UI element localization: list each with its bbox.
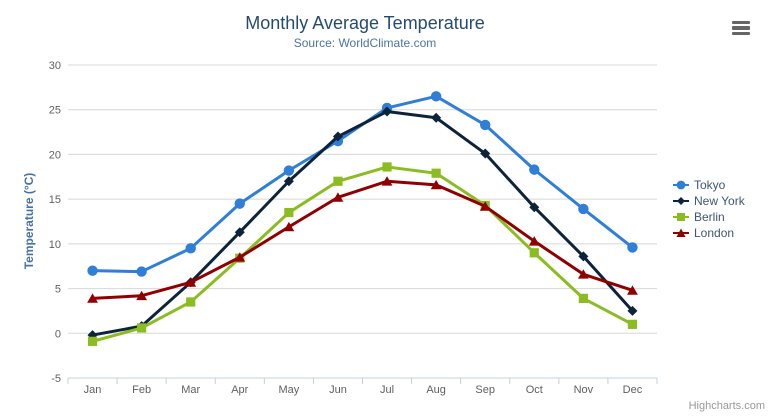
x-axis-label: Jul [380,384,394,396]
legend-label: Berlin [694,210,725,224]
data-point-marker[interactable] [627,285,638,295]
legend: Tokyo New York Berlin London [673,177,745,241]
legend-label: New York [694,194,745,208]
data-point-marker[interactable] [529,248,539,258]
y-axis-label: 0 [55,328,61,340]
data-point-marker[interactable] [480,148,491,159]
y-axis-label: 30 [49,60,61,72]
x-axis-label: Oct [526,384,543,396]
data-point-marker[interactable] [479,201,491,211]
data-point-marker[interactable] [529,164,540,175]
data-point-marker[interactable] [431,168,441,178]
london-triangle-legend-icon [673,228,689,237]
data-point-marker[interactable] [578,251,589,262]
data-point-marker[interactable] [577,269,589,279]
data-point-marker[interactable] [136,290,148,301]
legend-label: London [694,226,735,240]
series-line-berlin[interactable] [91,165,634,343]
y-axis-label: 10 [49,239,61,251]
data-point-marker[interactable] [627,242,638,253]
tokyo-circle-legend-icon [673,180,689,190]
hamburger-menu-icon [732,26,750,30]
y-axis-label: 20 [49,149,61,161]
data-point-marker[interactable] [87,336,98,346]
data-point-marker[interactable] [87,265,98,276]
data-point-marker[interactable] [332,131,343,142]
berlin-square-legend-icon [673,213,689,221]
square-marker-icon [677,213,685,221]
x-axis-label: Mar [181,384,200,396]
y-axis-label: 5 [55,284,61,296]
data-point-marker[interactable] [430,179,442,190]
legend-item-tokyo[interactable]: Tokyo [673,177,745,193]
triangle-marker-icon [676,228,686,237]
data-point-marker[interactable] [186,297,196,307]
data-point-marker[interactable] [528,236,540,246]
chart-subtitle: Source: WorldClimate.com [293,36,437,50]
data-point-marker[interactable] [480,119,491,131]
x-axis-label: May [278,384,299,396]
y-axis-label: 15 [49,194,61,206]
data-point-marker[interactable] [332,192,344,202]
data-point-marker[interactable] [185,243,196,254]
data-point-marker[interactable] [87,293,98,303]
hamburger-menu-icon [732,31,750,35]
legend-item-berlin[interactable]: Berlin [673,209,745,225]
data-point-marker[interactable] [185,277,197,287]
data-point-marker[interactable] [137,323,147,333]
hamburger-menu-icon [732,21,750,25]
data-point-marker[interactable] [431,112,442,123]
chart-title: Monthly Average Temperature [245,13,485,33]
x-axis-label: Aug [426,384,446,396]
series-line-london[interactable] [91,179,634,300]
data-point-marker[interactable] [382,162,392,172]
data-point-marker[interactable] [283,176,294,187]
x-axis-label: Jan [84,384,102,396]
data-point-marker[interactable] [627,319,638,329]
data-point-marker[interactable] [234,252,246,262]
data-point-marker[interactable] [283,165,295,176]
x-axis-label: Feb [132,384,151,396]
x-axis-label: Apr [231,384,248,396]
x-axis-label: Jun [329,384,347,396]
data-point-marker[interactable] [333,176,343,186]
legend-item-new-york[interactable]: New York [673,193,745,209]
x-axis-label: Dec [623,384,643,396]
data-point-marker[interactable] [578,203,589,215]
y-axis-label: 25 [49,105,61,117]
data-point-marker[interactable] [234,227,245,238]
legend-label: Tokyo [694,178,726,192]
data-point-marker[interactable] [529,202,540,213]
y-axis-label: -5 [51,373,61,385]
x-axis-label: Nov [574,384,594,396]
credits-link[interactable]: Highcharts.com [688,400,765,412]
data-point-marker[interactable] [578,293,588,304]
data-point-marker[interactable] [283,221,295,232]
new-york-diamond-legend-icon [673,197,689,205]
data-point-marker[interactable] [627,305,638,316]
data-point-marker[interactable] [234,198,245,209]
data-point-marker[interactable] [381,176,393,186]
diamond-marker-icon [677,197,685,205]
legend-item-london[interactable]: London [673,225,745,241]
series-line-new-york[interactable] [91,110,634,337]
context-menu-button[interactable] [732,21,750,35]
data-point-marker[interactable] [284,207,294,218]
x-axis-label: Sep [475,384,495,396]
y-axis-title: Temperature (°C) [22,172,36,270]
data-point-marker[interactable] [430,91,442,102]
data-point-marker[interactable] [136,266,147,277]
data-point-marker[interactable] [382,106,393,117]
circle-marker-icon [676,180,686,190]
